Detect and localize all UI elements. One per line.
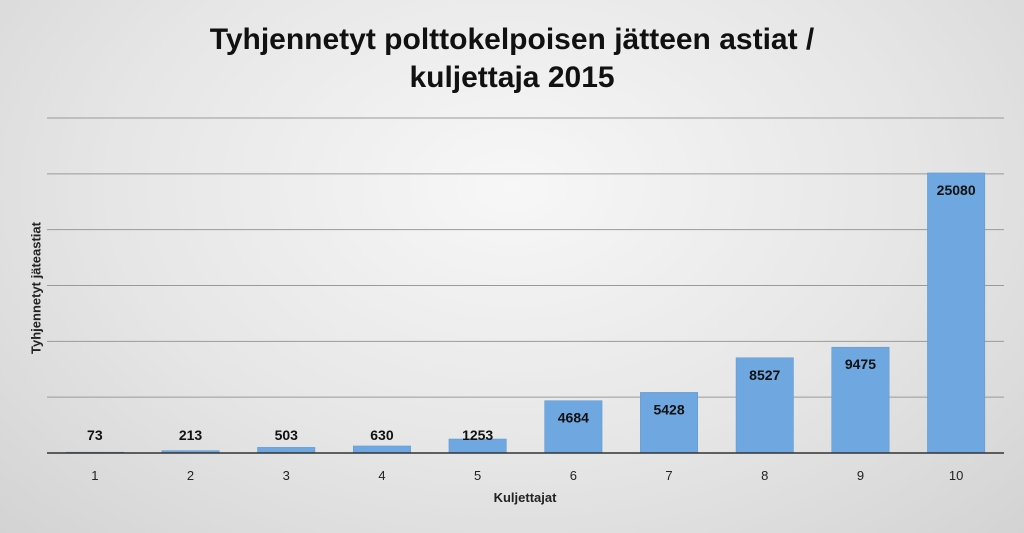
bar-10 bbox=[927, 172, 986, 454]
chart-title-line2: kuljettaja 2015 bbox=[409, 61, 615, 94]
x-tick-label-10: 10 bbox=[949, 468, 963, 483]
x-tick-label-1: 1 bbox=[91, 468, 98, 483]
x-tick-label-2: 2 bbox=[187, 468, 194, 483]
x-tick-label-9: 9 bbox=[857, 468, 864, 483]
x-tick-label-8: 8 bbox=[761, 468, 768, 483]
x-tick-label-7: 7 bbox=[665, 468, 672, 483]
data-label-1: 73 bbox=[87, 427, 103, 443]
bar-9 bbox=[831, 346, 890, 454]
x-tick-label-6: 6 bbox=[570, 468, 577, 483]
chart-title-line1: Tyhjennetyt polttokelpoisen jätteen asti… bbox=[209, 23, 815, 56]
bar-3 bbox=[257, 447, 316, 454]
data-label-8: 8527 bbox=[749, 367, 780, 383]
data-label-9: 9475 bbox=[845, 356, 876, 372]
x-tick-label-5: 5 bbox=[474, 468, 481, 483]
data-label-3: 503 bbox=[275, 427, 299, 443]
bar-6 bbox=[544, 400, 603, 454]
data-label-6: 4684 bbox=[558, 410, 589, 426]
data-label-7: 5428 bbox=[653, 401, 684, 417]
data-label-4: 630 bbox=[370, 427, 394, 443]
x-axis-label: Kuljettajat bbox=[493, 490, 557, 505]
bar-8 bbox=[735, 357, 794, 454]
bar-7 bbox=[640, 392, 699, 454]
data-label-5: 1253 bbox=[462, 427, 493, 443]
data-label-2: 213 bbox=[179, 427, 203, 443]
x-tick-label-3: 3 bbox=[283, 468, 290, 483]
bar-4 bbox=[352, 445, 411, 454]
data-label-10: 25080 bbox=[937, 182, 976, 198]
x-tick-label-4: 4 bbox=[378, 468, 385, 483]
